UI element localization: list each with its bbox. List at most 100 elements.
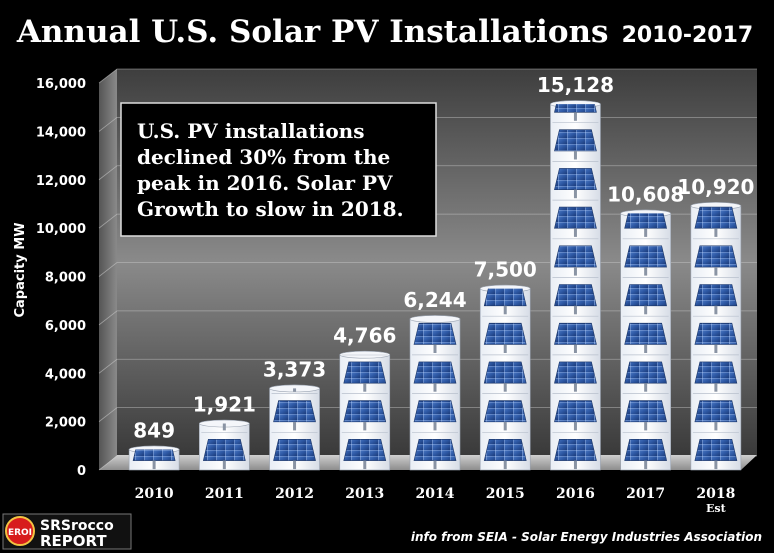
panel-stand-icon xyxy=(714,460,718,470)
y-tick-label: 10,000 xyxy=(36,222,86,237)
solar-panel-icon xyxy=(483,361,527,384)
panel-stand-icon xyxy=(222,460,226,470)
data-label: 849 xyxy=(133,418,175,442)
solar-panel-icon xyxy=(694,206,738,229)
data-label: 7,500 xyxy=(474,258,537,282)
x-tick-label: 2018 xyxy=(696,486,735,502)
y-tick-label: 4,000 xyxy=(45,367,86,382)
panel-stand-icon xyxy=(573,112,577,121)
panel-stand-icon xyxy=(293,421,297,431)
panel-stand-icon xyxy=(714,383,718,392)
srsrocco-logo: EROI SRSrocco REPORT xyxy=(2,513,132,550)
solar-panel-icon xyxy=(413,322,457,345)
solar-panel-icon xyxy=(483,288,527,307)
bar-2016 xyxy=(550,100,601,471)
data-label: 10,920 xyxy=(677,175,754,199)
panel-stand-icon xyxy=(503,344,507,353)
panel-stand-icon xyxy=(573,150,577,160)
solar-panel-icon xyxy=(413,361,457,384)
panel-stand-icon xyxy=(714,228,718,237)
solar-panel-icon xyxy=(624,400,668,423)
gridline xyxy=(98,455,757,471)
title-main: Annual U.S. Solar PV Installations xyxy=(16,14,609,50)
bar-2018 xyxy=(690,202,742,471)
svg-text:Annual U.S. Solar PV Installat: Annual U.S. Solar PV Installations 2010-… xyxy=(16,14,753,50)
x-tick-sublabel: Est xyxy=(706,502,727,515)
solar-panel-icons xyxy=(132,449,176,470)
solar-panel-icons xyxy=(412,322,458,470)
chart-title: Annual U.S. Solar PV Installations 2010-… xyxy=(16,14,753,50)
solar-panel-icon xyxy=(554,168,597,190)
panel-stand-icon xyxy=(293,460,297,470)
data-labels: 849 1,921 3,373 4,766 6,244 7,500 15,128 10,608… xyxy=(133,73,754,442)
y-tick-label: 12,000 xyxy=(36,174,86,189)
gridline xyxy=(98,407,757,422)
panel-stand-icon xyxy=(644,383,648,392)
panel-stand-icon xyxy=(433,344,437,353)
gridline xyxy=(98,262,757,277)
gridline xyxy=(98,68,757,84)
y-axis-ticks: 0 2,000 4,000 6,000 8,000 10,000 12,000 14,000 1… xyxy=(36,77,86,479)
panel-stand-icon xyxy=(573,383,577,392)
source-credit: info from SEIA - Solar Energy Industries… xyxy=(411,530,762,544)
solar-panel-icon xyxy=(343,361,387,384)
solar-panel-icon xyxy=(554,439,597,461)
panel-stand-icon xyxy=(363,383,367,392)
eroi-badge-icon xyxy=(5,516,35,546)
panel-stand-icon xyxy=(573,267,577,276)
panel-stand-icon xyxy=(573,189,577,199)
panel-stand-icon xyxy=(573,344,577,353)
panel-stand-icon xyxy=(644,267,648,276)
solar-panel-icon xyxy=(413,439,457,461)
y-axis-label: Capacity MW xyxy=(13,222,28,317)
solar-panel-icon xyxy=(202,439,246,461)
y-tick-label: 0 xyxy=(77,464,86,479)
bar-2012 xyxy=(269,384,320,471)
bar-2014 xyxy=(409,315,461,471)
gridline xyxy=(98,165,757,181)
data-label: 6,244 xyxy=(403,288,466,312)
solar-panel-icon xyxy=(554,284,597,307)
panel-stand-icon xyxy=(433,383,437,392)
gridline xyxy=(98,213,757,229)
y-tick-label: 2,000 xyxy=(45,416,86,431)
solar-panel-icons xyxy=(692,206,739,470)
logo-badge-text: EROI xyxy=(8,528,32,538)
panel-stand-icon xyxy=(433,421,437,431)
solar-panel-icon xyxy=(273,439,316,461)
title-years: 2010-2017 xyxy=(622,23,754,48)
solar-panel-icon xyxy=(694,439,738,461)
y-tick-label: 6,000 xyxy=(45,319,86,334)
bar-2011 xyxy=(199,419,250,471)
solar-panel-icon xyxy=(483,322,527,345)
panel-stand-icon xyxy=(644,460,648,470)
solar-panel-icon xyxy=(554,322,597,345)
bar-2015 xyxy=(479,284,531,471)
solar-panel-icon xyxy=(413,400,457,423)
gridline xyxy=(98,358,757,374)
solar-panel-icons xyxy=(341,354,388,470)
panel-stand-icon xyxy=(644,305,648,315)
y-tick-label: 14,000 xyxy=(36,125,86,140)
solar-panel-icon xyxy=(343,439,387,461)
panel-stand-icon xyxy=(644,421,648,431)
solar-panel-icon xyxy=(554,400,597,423)
solar-panel-icon xyxy=(624,284,668,307)
panel-stand-icon xyxy=(644,344,648,353)
panel-stand-icon xyxy=(573,305,577,315)
solar-panel-icon xyxy=(483,400,527,423)
data-label: 1,921 xyxy=(193,393,256,417)
x-tick-label: 2013 xyxy=(345,486,384,502)
panel-stand-icon xyxy=(714,344,718,353)
solar-panel-icon xyxy=(554,206,597,229)
panel-stand-icon xyxy=(573,421,577,431)
panel-stand-icon xyxy=(222,423,226,431)
solar-panel-icon xyxy=(554,245,597,268)
gridline xyxy=(98,116,757,132)
x-tick-label: 2011 xyxy=(205,486,244,502)
x-tick-label: 2016 xyxy=(556,486,595,502)
panel-stand-icon xyxy=(503,305,507,315)
solar-panel-icon xyxy=(694,284,738,307)
